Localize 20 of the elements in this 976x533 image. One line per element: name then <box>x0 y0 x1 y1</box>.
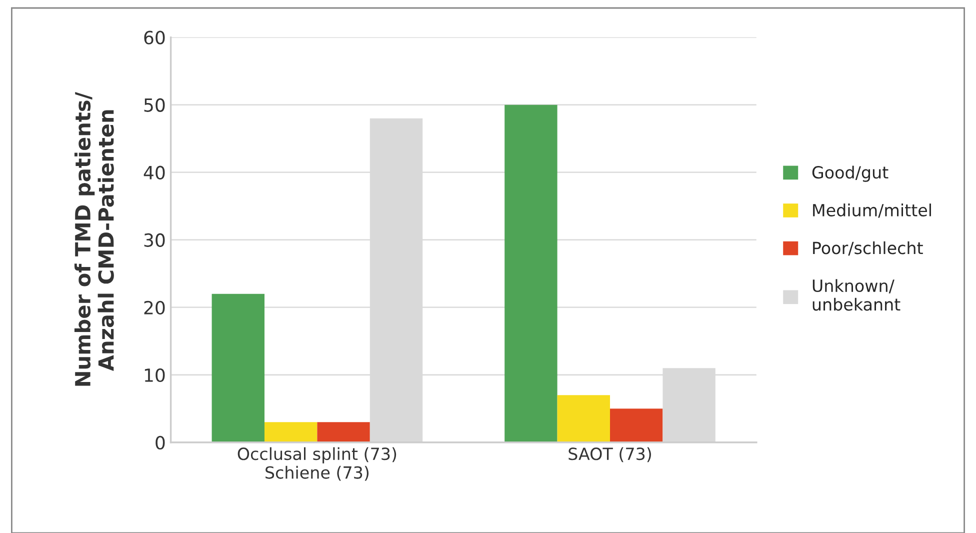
y-tick-label: 30 <box>144 233 165 247</box>
bar <box>610 408 663 442</box>
bar <box>557 395 610 442</box>
legend-label: Poor/schlecht <box>813 241 923 256</box>
bar <box>317 422 370 442</box>
bar <box>264 422 318 442</box>
y-tick-label: 50 <box>144 98 165 112</box>
bar <box>212 294 264 442</box>
y-tick-label: 40 <box>144 166 165 180</box>
legend-label: Good/gut <box>812 166 888 182</box>
y-tick-label: 10 <box>144 368 165 382</box>
y-tick-label: 20 <box>144 300 165 314</box>
bar <box>504 104 558 442</box>
legend-label: Medium/mittel <box>813 204 931 218</box>
y-tick-label: 0 <box>156 436 165 450</box>
y-tick-label: 60 <box>144 30 165 44</box>
legend-label: Unknown/ unbekannt <box>812 279 900 311</box>
x-tick-label: Occlusal splint (73) Schiene (73) <box>238 447 396 481</box>
y-axis-title: Number of TMD patients/ Anzahl CMD-Patienten <box>74 92 114 386</box>
x-tick-label: SAOT (73) <box>568 447 651 462</box>
